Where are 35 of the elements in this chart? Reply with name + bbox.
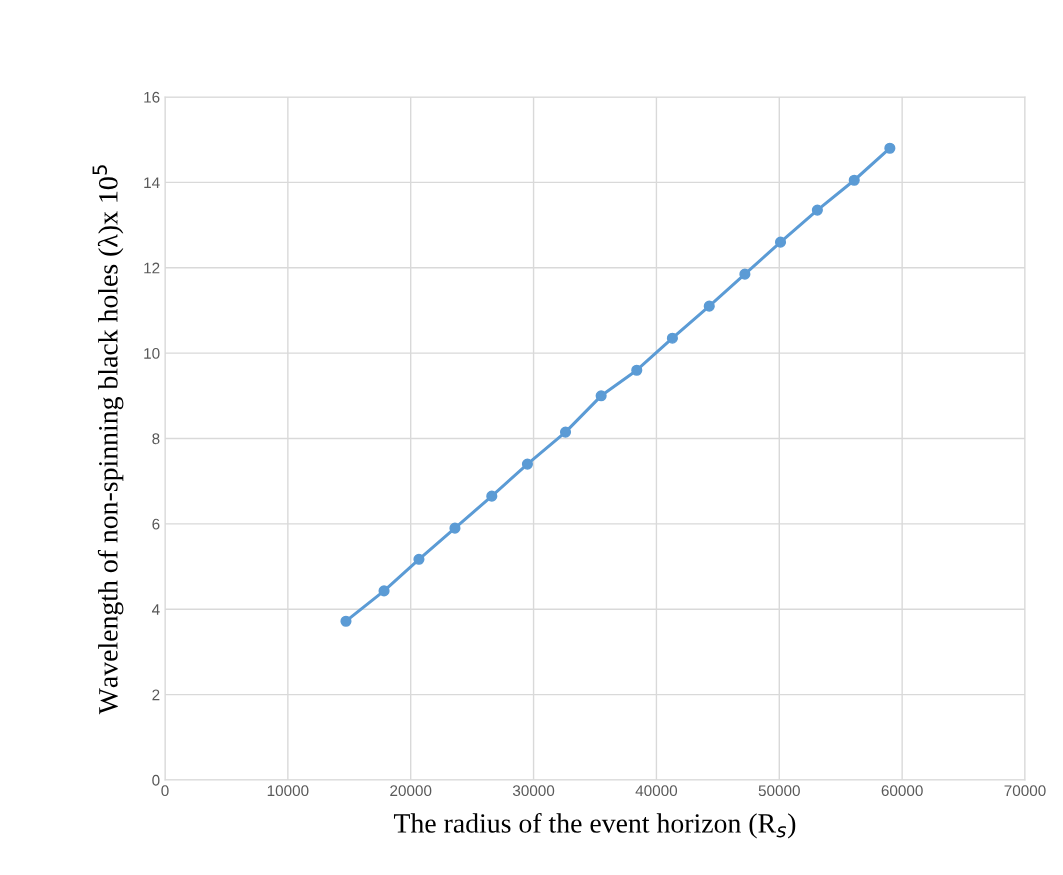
y-tick-label: 2 bbox=[152, 689, 160, 701]
point bbox=[378, 585, 390, 597]
x-tick-label: 60000 bbox=[881, 785, 923, 797]
y-tick-label: 4 bbox=[151, 604, 160, 615]
y-tick-label: 8 bbox=[152, 433, 160, 445]
x-tick-label: 10000 bbox=[267, 785, 309, 797]
x-tick-label: 40000 bbox=[635, 785, 678, 797]
x-tick-label: 50000 bbox=[758, 785, 800, 797]
point bbox=[848, 174, 860, 186]
x-tick-label: 30000 bbox=[512, 785, 555, 797]
y-tick-label: 14 bbox=[144, 177, 160, 188]
point bbox=[521, 458, 533, 470]
point bbox=[449, 522, 461, 534]
point bbox=[340, 615, 352, 627]
y-tick-label: 12 bbox=[144, 262, 160, 274]
point bbox=[666, 332, 678, 344]
y-tick-label: 16 bbox=[144, 91, 160, 103]
x-tick-label: 70000 bbox=[1004, 785, 1046, 797]
y-axis-title: Wavelength of non-spinning black holes (λ)x 10$^{5}$ bbox=[92, 165, 124, 715]
point bbox=[486, 490, 498, 502]
point bbox=[595, 390, 607, 402]
point bbox=[631, 364, 643, 376]
y-tick-label: 10 bbox=[144, 347, 160, 359]
x-tick-label: 0 bbox=[161, 785, 169, 797]
point bbox=[559, 426, 572, 438]
point bbox=[811, 204, 823, 216]
point bbox=[703, 300, 715, 312]
point bbox=[413, 553, 425, 565]
x-axis-title: The radius of the event horizon (R$_{s}$) bbox=[393, 812, 796, 839]
x-tick-label: 20000 bbox=[390, 785, 432, 797]
point bbox=[774, 236, 787, 248]
y-tick-label: 0 bbox=[152, 774, 160, 786]
point bbox=[884, 142, 896, 154]
y-tick-label: 6 bbox=[152, 518, 160, 530]
point bbox=[739, 268, 751, 280]
